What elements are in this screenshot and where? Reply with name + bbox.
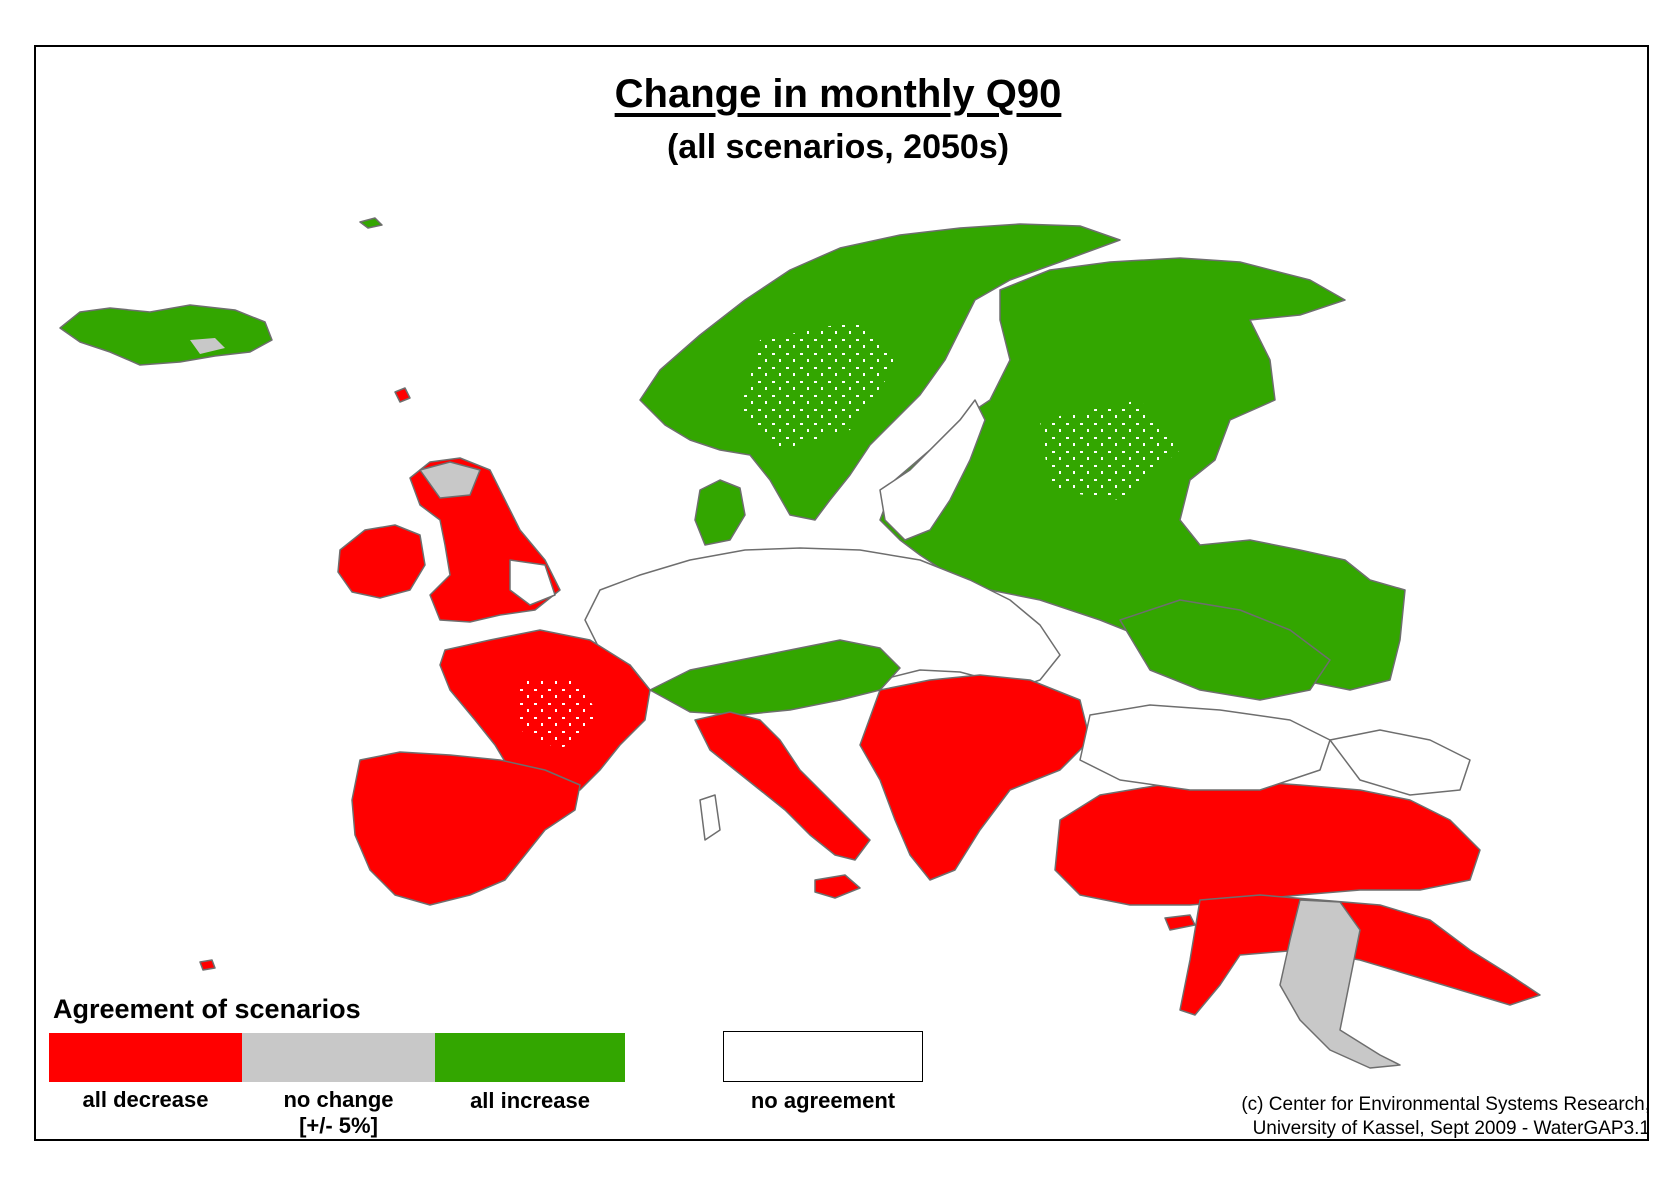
- baltic-sea: [879, 399, 986, 541]
- balkans-region: [859, 674, 1091, 881]
- credit-line-2: University of Kassel, Sept 2009 - WaterG…: [1252, 1118, 1650, 1139]
- legend-label-no-change-range: [+/- 5%]: [299, 1113, 378, 1138]
- legend-label-decrease: all decrease: [82, 1087, 209, 1112]
- black-sea: [1079, 704, 1331, 791]
- turkey-region: [1054, 779, 1481, 906]
- legend-swatch-decrease: [49, 1033, 242, 1082]
- legend-swatch-no-change: [242, 1033, 435, 1082]
- ukraine-region: [1119, 599, 1331, 701]
- iceland-region: [59, 304, 273, 366]
- map-subtitle: (all scenarios, 2050s): [666, 128, 1010, 166]
- caucasus-region: [1329, 729, 1471, 796]
- scotland-nochange: [419, 461, 481, 499]
- shetland-island: [394, 387, 411, 403]
- sicily-region: [814, 874, 861, 899]
- england-east-white: [509, 559, 556, 606]
- credit-line-1: (c) Center for Environmental Systems Res…: [1241, 1094, 1650, 1115]
- legend-swatch-increase: [435, 1033, 625, 1082]
- sardinia-region: [699, 794, 721, 841]
- azores-island: [199, 959, 216, 971]
- ireland-region: [337, 524, 426, 599]
- legend-label-no-change: no change [+/- 5%]: [242, 1087, 435, 1139]
- middle-east-red: [1179, 894, 1541, 1016]
- middle-east-nochange: [1279, 899, 1401, 1069]
- legend-swatch-no-agreement: [723, 1031, 923, 1082]
- denmark-region: [694, 479, 746, 546]
- map-title: Change in monthly Q90: [614, 72, 1062, 116]
- iceland-nochange: [190, 338, 225, 354]
- legend-label-no-agreement: no agreement: [750, 1088, 896, 1113]
- legend-title: Agreement of scenarios: [53, 994, 361, 1024]
- faroe-island: [359, 217, 383, 229]
- legend-label-no-change-text: no change: [283, 1087, 394, 1112]
- credit-text: (c) Center for Environmental Systems Res…: [1241, 1093, 1650, 1141]
- iberia-region: [351, 751, 581, 906]
- cyprus-region: [1164, 914, 1196, 931]
- legend-label-increase: all increase: [470, 1088, 590, 1113]
- italy-region: [694, 711, 871, 861]
